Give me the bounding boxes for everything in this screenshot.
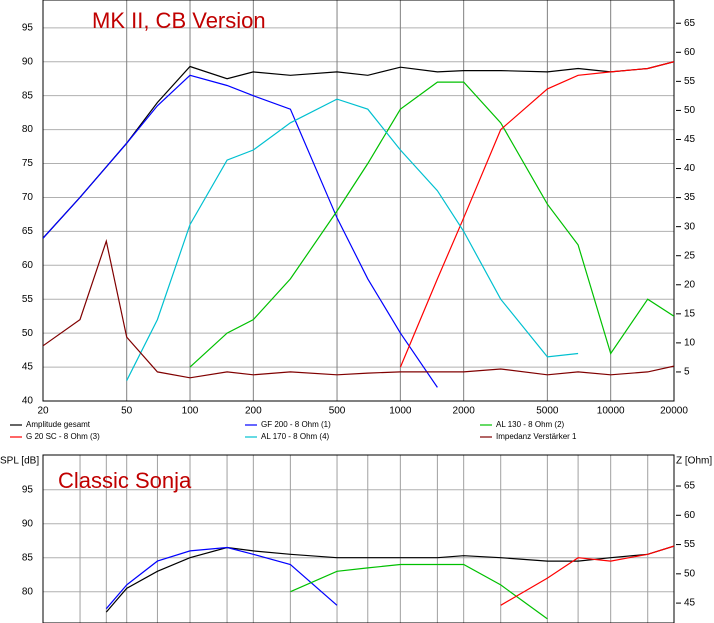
- legend-label: Impedanz Verstärker 1: [496, 432, 577, 441]
- y2-tick-label: 45: [684, 598, 696, 609]
- y-tick-label: 55: [22, 294, 34, 305]
- y-tick-label: 90: [22, 56, 34, 67]
- x-tick-label: 20: [37, 406, 49, 417]
- y-tick-label: 75: [22, 158, 34, 169]
- legend-label: G 20 SC - 8 Ohm (3): [26, 432, 100, 441]
- y2-tick-label: 65: [684, 18, 696, 29]
- y2-tick-label: 30: [684, 221, 696, 232]
- x-tick-label: 2000: [453, 406, 476, 417]
- series-line: [105, 545, 674, 613]
- y2-tick-label: 40: [684, 163, 696, 174]
- plot-frame: [42, 454, 675, 623]
- plot-frame: [42, 0, 675, 402]
- y-tick-label: 65: [22, 226, 34, 237]
- legend-label: AL 130 - 8 Ohm (2): [496, 420, 565, 429]
- y-tick-label: 85: [22, 90, 34, 101]
- y-tick-label: 80: [22, 586, 34, 597]
- y2-tick-label: 20: [684, 279, 696, 290]
- series-line: [105, 546, 338, 610]
- legend-label: GF 200 - 8 Ohm (1): [261, 420, 331, 429]
- y-tick-label: 45: [22, 362, 34, 373]
- x-tick-label: 10000: [597, 406, 625, 417]
- y-tick-label: 95: [22, 484, 34, 495]
- plot-area: [43, 455, 674, 623]
- y-tick-label: 80: [22, 124, 34, 135]
- x-tick-label: 1000: [389, 406, 412, 417]
- y2-tick-label: 10: [684, 338, 696, 349]
- y2-axis-label: Z [Ohm]: [676, 456, 712, 467]
- series-line: [290, 563, 548, 620]
- x-tick-label: 500: [329, 406, 346, 417]
- y-tick-label: 40: [22, 396, 34, 407]
- y2-tick-label: 60: [684, 47, 696, 58]
- y2-tick-label: 45: [684, 134, 696, 145]
- series-group: [43, 61, 674, 388]
- legend-label: AL 170 - 8 Ohm (4): [261, 432, 330, 441]
- y-tick-label: 90: [22, 518, 34, 529]
- series-line: [43, 74, 438, 388]
- y2-tick-label: 55: [684, 539, 696, 550]
- x-tick-label: 100: [182, 406, 199, 417]
- y2-tick-label: 60: [684, 510, 696, 521]
- x-tick-label: 200: [245, 406, 262, 417]
- y-tick-label: 50: [22, 328, 34, 339]
- plot-area: [43, 0, 674, 401]
- y2-tick-label: 5: [684, 367, 690, 378]
- series-line: [500, 545, 674, 606]
- y2-tick-label: 35: [684, 192, 696, 203]
- series-line: [189, 81, 674, 368]
- y2-tick-label: 50: [684, 568, 696, 579]
- series-line: [43, 238, 674, 379]
- chart-title: MK II, CB Version: [92, 8, 266, 33]
- y-tick-label: 60: [22, 260, 34, 271]
- y-tick-label: 95: [22, 22, 34, 33]
- y-axis-label: SPL [dB]: [0, 456, 39, 467]
- chart-title: Classic Sonja: [58, 468, 192, 493]
- x-tick-label: 20000: [660, 406, 688, 417]
- y2-tick-label: 25: [684, 250, 696, 261]
- y2-tick-label: 15: [684, 308, 696, 319]
- y-tick-label: 70: [22, 192, 34, 203]
- legend-label: Amplitude gesamt: [26, 420, 91, 429]
- y-tick-label: 85: [22, 552, 34, 563]
- series-group: [105, 545, 674, 620]
- x-tick-label: 5000: [536, 406, 559, 417]
- series-line: [399, 61, 674, 368]
- x-tick-label: 50: [121, 406, 133, 417]
- y2-tick-label: 65: [684, 481, 696, 492]
- series-line: [126, 98, 579, 381]
- y2-tick-label: 55: [684, 76, 696, 87]
- y2-tick-label: 50: [684, 105, 696, 116]
